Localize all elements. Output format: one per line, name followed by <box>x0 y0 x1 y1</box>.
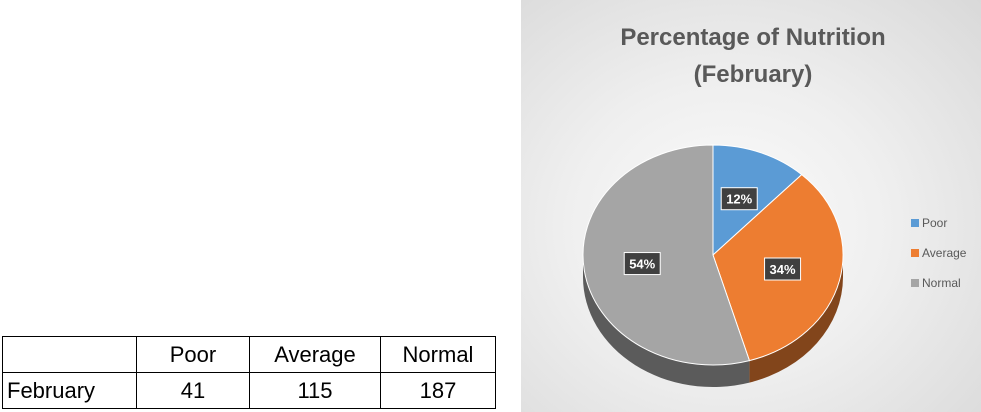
pie-slice-side <box>583 255 750 388</box>
table-header-row: Poor Average Normal <box>2 336 496 373</box>
chart-title: Percentage of Nutrition <box>620 24 885 51</box>
data-label-box <box>623 252 661 276</box>
data-label-box <box>720 187 758 211</box>
data-label-box <box>764 257 802 281</box>
chart-subtitle: (February) <box>694 61 813 88</box>
pie-slice-normal <box>582 144 751 366</box>
legend-swatch-normal <box>911 279 919 287</box>
table-header-cell: Normal <box>380 336 496 373</box>
legend-swatch-average <box>911 249 919 257</box>
table-cell: 187 <box>380 372 496 409</box>
table-cell: 115 <box>249 372 381 409</box>
legend-label-average: Average <box>922 246 967 260</box>
data-label: 12% <box>726 192 752 207</box>
table-row-label: February <box>2 372 137 409</box>
table-cell: 41 <box>136 372 250 409</box>
table-header-cell: Poor <box>136 336 250 373</box>
pie-slices <box>582 144 844 366</box>
pie-slice-side <box>749 255 843 383</box>
legend-swatch-poor <box>911 219 919 227</box>
pie-labels: 12% 34% 54% <box>623 187 802 281</box>
pie-depth <box>583 255 843 388</box>
table-row: February 41 115 187 <box>2 372 496 409</box>
data-label: 54% <box>629 257 655 272</box>
pie-chart: Percentage of Nutrition (February) 12% 34… <box>582 24 967 388</box>
legend-label-poor: Poor <box>922 216 947 230</box>
data-label: 34% <box>770 262 796 277</box>
data-table: Poor Average Normal February 41 115 187 <box>2 336 496 409</box>
chart-panel: Percentage of Nutrition (February) 12% 34… <box>521 0 981 412</box>
table-header-cell: Average <box>249 336 381 373</box>
legend-label-normal: Normal <box>922 276 961 290</box>
legend: Poor Average Normal <box>911 216 967 290</box>
table-header-cell <box>2 336 137 373</box>
